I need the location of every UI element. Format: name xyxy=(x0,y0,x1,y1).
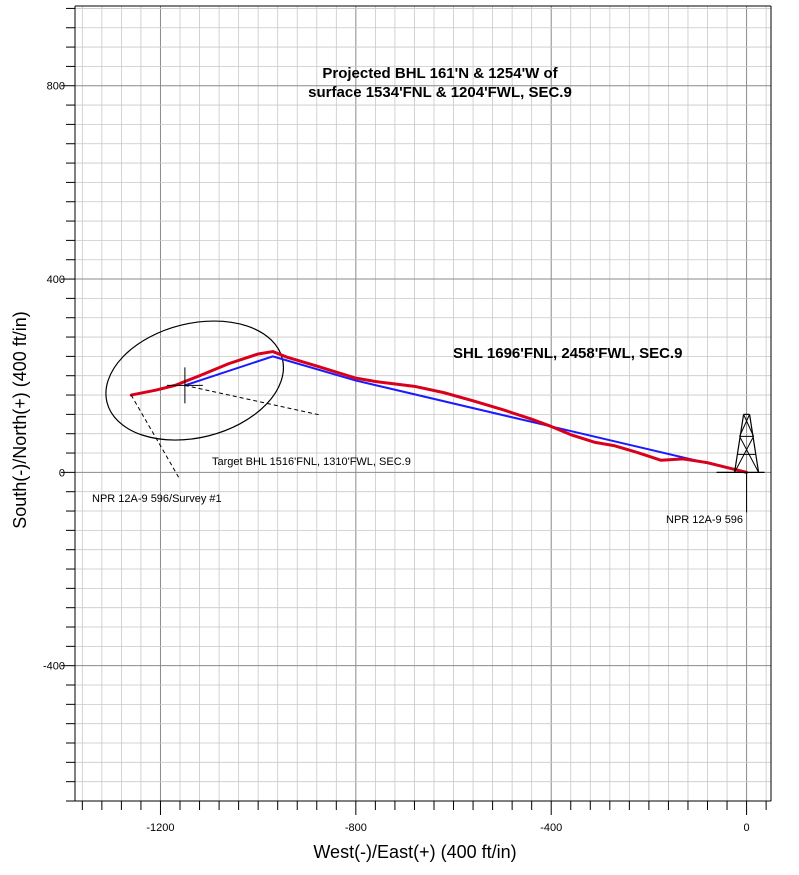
series-layer xyxy=(129,350,749,474)
x-axis-label: West(-)/East(+) (400 ft/in) xyxy=(313,842,516,862)
rig-annotation: NPR 12A-9 596 xyxy=(666,514,743,526)
target-annotation: Target BHL 1516'FNL, 1310'FWL, SEC.9 xyxy=(212,456,411,468)
chart-title-line2: surface 1534'FNL & 1204'FWL, SEC.9 xyxy=(308,84,572,101)
rig-cross-3 xyxy=(739,414,751,437)
survey-leader-line xyxy=(130,394,181,480)
rig-cross-1 xyxy=(734,436,755,473)
rig-layer xyxy=(716,413,765,513)
y-tick-label: 400 xyxy=(47,274,65,286)
x-tick-label: -800 xyxy=(345,822,367,834)
series-line-plan xyxy=(183,355,748,474)
rig-cross-4 xyxy=(743,414,755,437)
x-tick-label: -1200 xyxy=(146,822,174,834)
survey-annotation: NPR 12A-9 596/Survey #1 xyxy=(92,493,222,505)
grid xyxy=(75,6,771,802)
x-tick-label: 0 xyxy=(744,822,750,834)
marker-layer xyxy=(130,367,322,480)
rig-cross-2 xyxy=(739,436,760,473)
chart-title-line1: Projected BHL 161'N & 1254'W of xyxy=(322,65,558,82)
target-leader-line xyxy=(184,384,322,416)
rig-leg-left xyxy=(733,414,745,473)
shl-annotation: SHL 1696'FNL, 2458'FWL, SEC.9 xyxy=(453,345,682,362)
rig-leg-right xyxy=(748,414,760,473)
y-tick-label: 800 xyxy=(47,81,65,93)
x-tick-label: -400 xyxy=(540,822,562,834)
series-line-survey xyxy=(129,350,749,474)
y-axis-label: South(-)/North(+) (400 ft/in) xyxy=(10,311,30,529)
y-tick-label: 0 xyxy=(59,467,65,479)
ticks: -1200 -800 -400 0 800 400 0 -400 xyxy=(43,7,767,834)
y-tick-label: -400 xyxy=(43,661,65,673)
plot-frame xyxy=(74,5,772,802)
